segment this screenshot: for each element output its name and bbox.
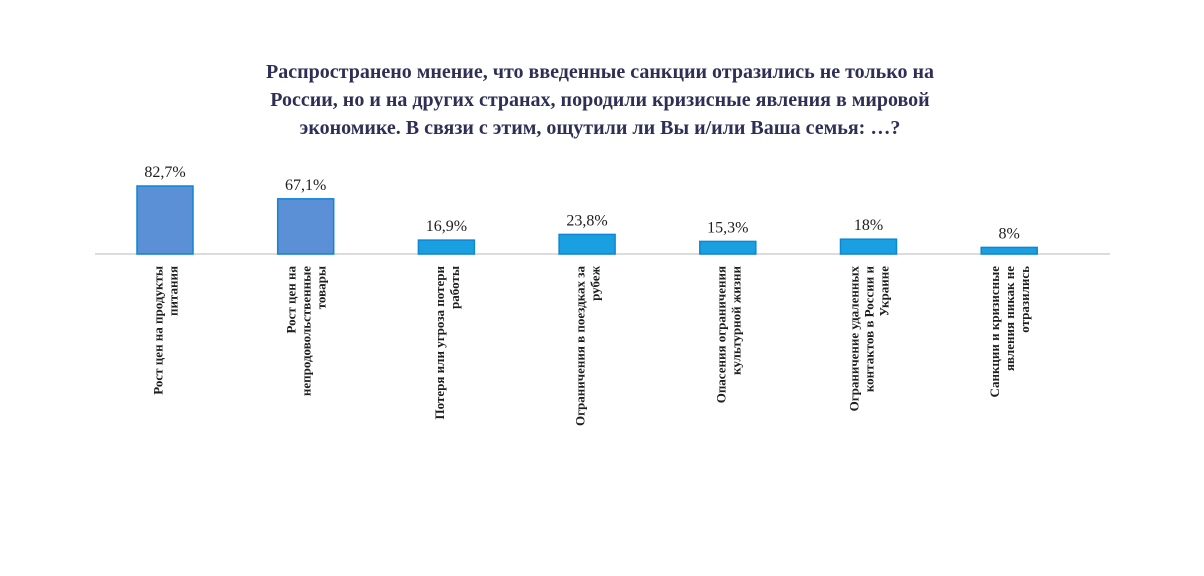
tick-label-line: Санкции и кризисные	[987, 266, 1002, 398]
bar	[136, 185, 194, 255]
tick-label: Ограничение удаленных контактов в России …	[847, 265, 892, 411]
data-label: 18%	[854, 217, 883, 234]
tick-label: Потеря или угроза потери работы	[432, 265, 462, 419]
tick-label-line: Опасения ограничения	[713, 266, 728, 403]
data-label: 82,7%	[144, 164, 185, 181]
tick-label-line: контактов в России и	[862, 265, 877, 392]
tick-label-line: Рост цен на продукты	[151, 266, 166, 395]
tick-label-line: Ограничение удаленных	[847, 266, 862, 412]
data-label: 15,3%	[707, 219, 748, 236]
tick-label-line: Ограничения в поездках за	[573, 266, 588, 426]
bar	[839, 238, 898, 255]
tick-label-line: питания	[166, 266, 181, 316]
tick-label: Опасения ограничения культурной жизни	[713, 265, 743, 403]
bar	[417, 239, 476, 255]
tick-label-line: явления никак не	[1002, 266, 1017, 371]
tick-label-line: отразились	[1017, 266, 1032, 333]
tick-label: Рост цен на непродовольственные товары	[284, 266, 329, 397]
data-label: 8%	[999, 225, 1020, 242]
tick-label-line: непродовольственные	[299, 266, 314, 396]
bar	[276, 198, 335, 255]
tick-label-line: Украине	[877, 266, 892, 317]
chart-title: Распространено мнение, что введенные сан…	[266, 61, 934, 139]
data-label: 16,9%	[426, 218, 467, 235]
data-label: 23,8%	[566, 212, 607, 229]
tick-label: Санкции и кризисные явления никак не отраз…	[987, 266, 1032, 398]
bar	[558, 233, 616, 255]
bar	[980, 246, 1038, 255]
tick-label: Рост цен на продукты питания	[151, 266, 181, 395]
bar	[699, 240, 757, 255]
tick-label-line: работы	[447, 266, 462, 309]
data-label: 67,1%	[285, 177, 326, 194]
tick-label-line: товары	[314, 266, 329, 309]
tick-label-line: культурной жизни	[728, 265, 743, 374]
tick-label-line: Рост цен на	[284, 266, 299, 334]
tick-label-line: рубеж	[588, 265, 603, 300]
tick-label-line: Потеря или угроза потери	[432, 265, 447, 419]
tick-label: Ограничения в поездках за рубеж	[573, 265, 603, 426]
